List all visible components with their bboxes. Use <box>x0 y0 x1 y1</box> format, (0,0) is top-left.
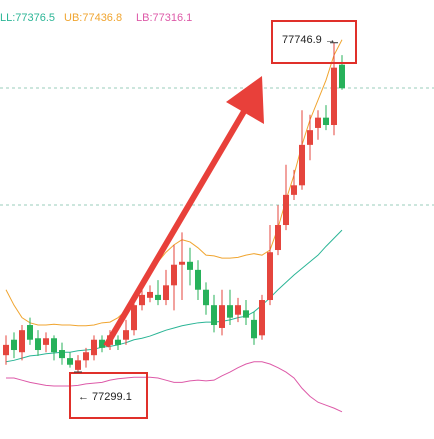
candle-body <box>203 289 209 306</box>
candle-body <box>27 325 33 340</box>
candle-body <box>91 339 97 356</box>
candle-body <box>115 339 121 345</box>
candle-body <box>147 291 153 298</box>
candle-body <box>83 352 89 361</box>
candle-body <box>283 194 289 226</box>
candle-body <box>123 330 129 340</box>
candle-body <box>267 252 273 301</box>
candle-body <box>331 67 337 126</box>
candle-body <box>275 225 281 251</box>
candle-body <box>179 261 185 265</box>
legend-entry: LB:77316.1 <box>136 12 192 24</box>
candle-body <box>299 144 305 186</box>
candle-body <box>131 305 137 331</box>
candle-body <box>291 185 297 195</box>
legend-entry: UB:77436.8 <box>64 12 122 24</box>
candle-body <box>219 305 225 328</box>
candle-body <box>3 344 9 356</box>
trend-arrow <box>103 76 264 348</box>
annotation-label: 77746.9 → <box>282 34 336 46</box>
candle-body <box>171 264 177 286</box>
annotation-box <box>271 20 357 64</box>
band-line <box>6 361 343 413</box>
candle-body <box>67 358 73 365</box>
candle-body <box>323 117 329 126</box>
candle-body <box>259 300 265 336</box>
candle-body <box>339 64 345 89</box>
candle-body <box>195 269 201 290</box>
candle-body <box>43 338 49 345</box>
candle-body <box>99 339 105 348</box>
candle-body <box>11 339 17 351</box>
candle-body <box>139 294 145 306</box>
candle-body <box>315 117 321 128</box>
candle-body <box>51 338 57 353</box>
candle-body <box>59 350 65 359</box>
annotation-label: ← 77299.1 <box>78 391 132 403</box>
candle-body <box>187 261 193 270</box>
arrow-head <box>226 76 264 124</box>
candle-body <box>35 338 41 351</box>
candle-body <box>211 305 217 326</box>
candle-body <box>75 360 81 370</box>
candle-body <box>155 294 161 301</box>
arrow-shaft <box>103 106 249 348</box>
candle-body <box>243 310 249 318</box>
annotation-box <box>69 372 148 419</box>
candle-body <box>19 330 25 353</box>
candle-body <box>235 305 241 315</box>
candle-body <box>307 130 313 145</box>
legend-entry: LL:77376.5 <box>0 12 55 24</box>
candle-body <box>251 319 257 339</box>
candle-body <box>227 305 233 318</box>
candle-body <box>163 285 169 301</box>
